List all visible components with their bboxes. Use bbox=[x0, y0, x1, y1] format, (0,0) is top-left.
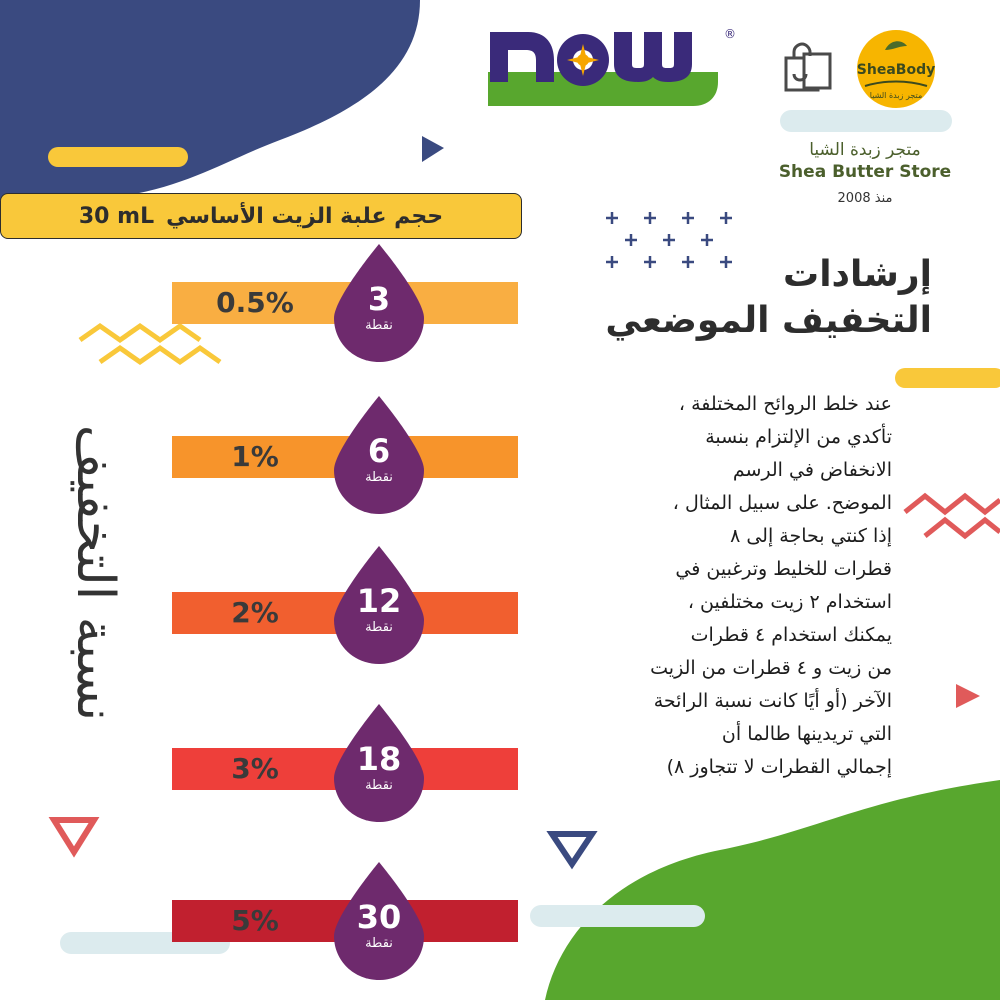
drop-count: 18 bbox=[356, 740, 402, 778]
body-line: استخدام ٢ زيت مختلفين ، bbox=[687, 591, 892, 613]
now-logo: ® bbox=[488, 22, 738, 106]
drop-unit: نقطة bbox=[365, 778, 393, 793]
drop-unit: نقطة bbox=[365, 620, 393, 635]
instructions-paragraph: عند خلط الروائح المختلفة ، تأكدي من الإل… bbox=[572, 388, 892, 784]
body-line: إذا كنتي بحاجة إلى ٨ bbox=[730, 525, 892, 547]
dilution-percent: 3% bbox=[231, 752, 279, 785]
page-heading: إرشادات التخفيف الموضعي bbox=[605, 252, 932, 344]
drop-unit: نقطة bbox=[365, 470, 393, 485]
drop-unit: نقطة bbox=[365, 936, 393, 951]
body-line: يمكنك استخدام ٤ قطرات bbox=[690, 624, 892, 646]
body-line: الانخفاض في الرسم bbox=[732, 459, 892, 481]
store-name-english: Shea Butter Store bbox=[778, 162, 952, 182]
store-name-arabic: متجر زبدة الشيا bbox=[809, 140, 921, 160]
drop-count: 3 bbox=[367, 280, 391, 318]
drop-icon: 6 نقطة bbox=[332, 394, 426, 516]
drop-count: 12 bbox=[356, 582, 402, 620]
drop-icon: 30 نقطة bbox=[332, 860, 426, 982]
body-line: الموضح. على سبيل المثال ، bbox=[672, 492, 892, 514]
dilution-percent: 2% bbox=[231, 596, 279, 629]
drop-icon: 3 نقطة bbox=[332, 242, 426, 364]
badge-brand-text: SheaBody bbox=[857, 62, 935, 78]
shopping-bag-icon[interactable] bbox=[780, 40, 836, 96]
body-line: التي تريدينها طالما أن bbox=[721, 723, 892, 745]
oil-bottle-size-bar: حجم علبة الزيت الأساسي 30 mL bbox=[0, 193, 522, 239]
drop-unit: نقطة bbox=[365, 318, 393, 333]
registered-mark: ® bbox=[724, 27, 736, 41]
drop-icon: 18 نقطة bbox=[332, 702, 426, 824]
body-line: قطرات للخليط وترغبين في bbox=[675, 558, 892, 580]
body-line: الآخر (أو أيًا كانت نسبة الرائحة bbox=[653, 690, 892, 712]
dilution-ratio-label: نسبة التخفيف bbox=[40, 405, 150, 740]
body-line: عند خلط الروائح المختلفة ، bbox=[678, 393, 892, 415]
size-bar-value: 30 mL bbox=[78, 203, 155, 229]
body-line: من زيت و ٤ قطرات من الزيت bbox=[650, 657, 892, 679]
heading-line-1: إرشادات bbox=[783, 254, 932, 295]
dilution-percent: 1% bbox=[231, 440, 279, 473]
dilution-percent: 5% bbox=[231, 904, 279, 937]
dilution-ratio-text: نسبة التخفيف bbox=[65, 424, 125, 721]
body-line: تأكدي من الإلتزام بنسبة bbox=[705, 426, 892, 448]
heading-line-2: التخفيف الموضعي bbox=[605, 300, 932, 341]
store-badge-logo: SheaBody متجر زبدة الشيا bbox=[855, 28, 937, 110]
drop-icon: 12 نقطة bbox=[332, 544, 426, 666]
drop-count: 30 bbox=[356, 898, 402, 936]
store-since: منذ 2008 bbox=[837, 191, 893, 206]
drop-count: 6 bbox=[367, 432, 391, 470]
body-line: إجمالي القطرات لا تتجاوز ٨) bbox=[666, 756, 892, 778]
size-bar-label: حجم علبة الزيت الأساسي bbox=[166, 203, 444, 229]
dilution-percent: 0.5% bbox=[216, 286, 294, 319]
badge-sub-text: متجر زبدة الشيا bbox=[870, 91, 923, 100]
